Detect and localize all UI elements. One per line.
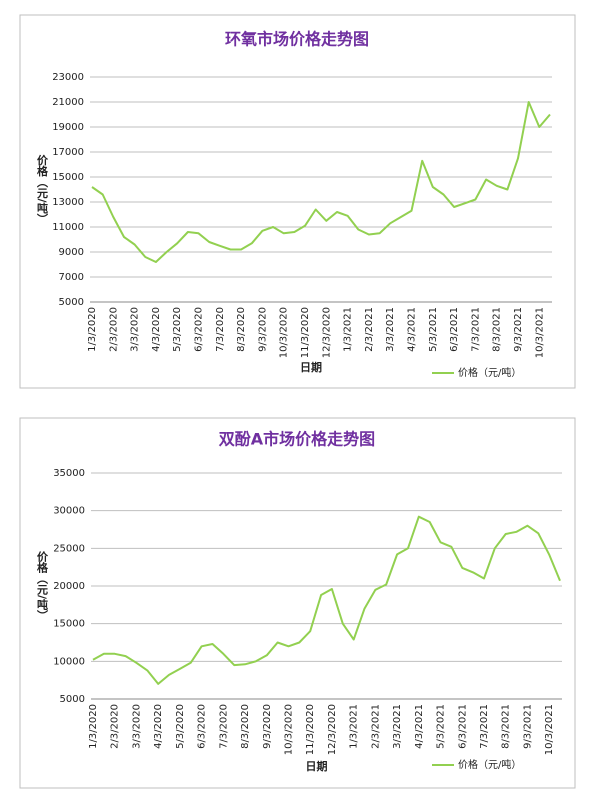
x-tick-label: 5/3/2020: [175, 704, 186, 749]
x-tick-label: 5/3/2021: [436, 704, 447, 749]
y-tick-label: 25000: [53, 543, 85, 554]
price-line: [91, 101, 551, 263]
x-axis-title: 日期: [300, 360, 322, 374]
y-tick-label: 10000: [53, 656, 85, 667]
y-tick-label: 13000: [52, 197, 84, 208]
y-tick-label: 19000: [52, 122, 84, 133]
x-tick-label: 5/3/2020: [172, 307, 183, 352]
x-tick-label: 6/3/2020: [197, 704, 208, 749]
y-tick-label: 5000: [59, 297, 84, 308]
x-tick-label: 2/3/2021: [364, 307, 375, 352]
x-tick-label: 10/3/2021: [544, 704, 555, 755]
x-tick-label: 8/3/2020: [240, 704, 251, 749]
y-tick-label: 7000: [59, 272, 84, 283]
y-tick-label: 15000: [52, 172, 84, 183]
x-tick-label: 6/3/2021: [457, 704, 468, 749]
x-tick-label: 3/3/2020: [131, 704, 142, 749]
x-tick-label: 2/3/2021: [370, 704, 381, 749]
x-tick-label: 3/3/2020: [130, 307, 141, 352]
y-tick-label: 5000: [60, 694, 85, 705]
x-tick-label: 11/3/2020: [305, 704, 316, 755]
chart-title: 环氧市场价格走势图: [225, 30, 369, 49]
y-tick-label: 21000: [52, 97, 84, 108]
x-tick-label: 1/3/2020: [88, 704, 99, 749]
x-tick-label: 11/3/2020: [300, 307, 311, 358]
x-tick-label: 4/3/2021: [414, 704, 425, 749]
y-tick-label: 30000: [53, 506, 85, 517]
x-tick-label: 10/3/2020: [283, 704, 294, 755]
x-tick-label: 12/3/2020: [321, 307, 332, 358]
price-line: [92, 515, 561, 685]
x-tick-label: 6/3/2021: [449, 307, 460, 352]
x-tick-label: 9/3/2021: [522, 704, 533, 749]
y-tick-label: 17000: [52, 147, 84, 158]
x-tick-label: 5/3/2021: [428, 307, 439, 352]
x-tick-label: 1/3/2021: [343, 307, 354, 352]
x-tick-label: 2/3/2020: [110, 704, 121, 749]
chart-title: 双酚A市场价格走势图: [219, 430, 375, 449]
x-tick-label: 7/3/2020: [215, 307, 226, 352]
x-tick-label: 8/3/2021: [501, 704, 512, 749]
y-axis-title: 价格（元/吨）: [36, 154, 50, 224]
x-tick-label: 9/3/2020: [257, 307, 268, 352]
legend-label: 价格（元/吨）: [458, 758, 521, 771]
x-tick-label: 4/3/2020: [153, 704, 164, 749]
x-tick-label: 3/3/2021: [385, 307, 396, 352]
x-tick-label: 4/3/2020: [151, 307, 162, 352]
x-tick-label: 4/3/2021: [407, 307, 418, 352]
y-tick-label: 23000: [52, 72, 84, 83]
y-tick-label: 35000: [53, 468, 85, 479]
y-tick-label: 11000: [52, 222, 84, 233]
x-tick-label: 7/3/2021: [470, 307, 481, 352]
x-tick-label: 7/3/2021: [479, 704, 490, 749]
y-tick-label: 20000: [53, 581, 85, 592]
x-tick-label: 3/3/2021: [392, 704, 403, 749]
legend-label: 价格（元/吨）: [458, 366, 521, 379]
x-tick-label: 6/3/2020: [194, 307, 205, 352]
x-tick-label: 8/3/2020: [236, 307, 247, 352]
x-tick-label: 1/3/2021: [349, 704, 360, 749]
x-tick-label: 9/3/2020: [262, 704, 273, 749]
x-tick-label: 2/3/2020: [108, 307, 119, 352]
x-tick-label: 1/3/2020: [87, 307, 98, 352]
y-axis-title: 价格（元/吨）: [36, 551, 50, 621]
x-tick-label: 9/3/2021: [513, 307, 524, 352]
x-tick-label: 10/3/2020: [279, 307, 290, 358]
y-tick-label: 9000: [59, 247, 84, 258]
y-tick-label: 15000: [53, 619, 85, 630]
x-tick-label: 10/3/2021: [534, 307, 545, 358]
chart-frame: [19, 417, 576, 789]
x-tick-label: 8/3/2021: [492, 307, 503, 352]
x-axis-title: 日期: [306, 759, 328, 773]
x-tick-label: 12/3/2020: [327, 704, 338, 755]
x-tick-label: 7/3/2020: [218, 704, 229, 749]
